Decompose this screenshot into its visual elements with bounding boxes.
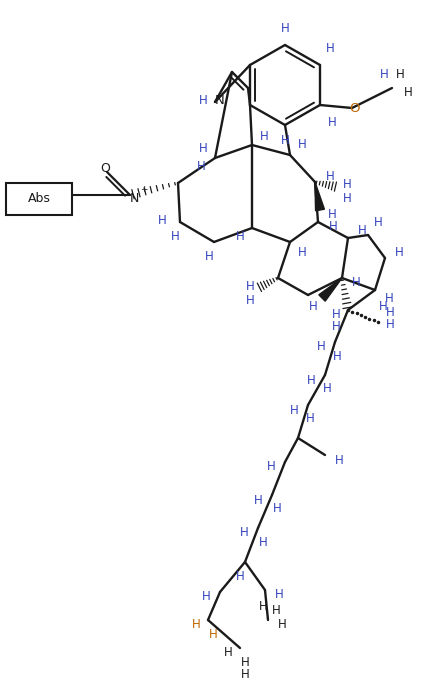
Text: H: H — [332, 349, 341, 362]
Text: H: H — [246, 294, 255, 306]
Text: H: H — [380, 69, 388, 82]
Text: H: H — [290, 403, 299, 416]
Text: O: O — [349, 103, 359, 116]
Text: H: H — [209, 627, 217, 640]
Text: O: O — [100, 162, 110, 175]
Text: Abs: Abs — [28, 193, 50, 206]
Text: H: H — [306, 412, 314, 426]
FancyBboxPatch shape — [6, 183, 72, 215]
Text: H: H — [317, 340, 325, 353]
Text: H: H — [323, 383, 332, 396]
Text: H: H — [197, 159, 206, 173]
Text: H: H — [386, 306, 394, 319]
Text: H: H — [374, 216, 382, 229]
Text: H: H — [198, 141, 207, 155]
Text: H: H — [224, 647, 232, 660]
Text: H: H — [379, 299, 388, 313]
Text: H: H — [395, 247, 403, 259]
Text: H: H — [275, 588, 283, 602]
Polygon shape — [319, 278, 342, 301]
Text: H: H — [205, 249, 213, 263]
Text: H: H — [352, 277, 360, 290]
Text: H: H — [259, 130, 268, 143]
Text: H: H — [198, 94, 207, 107]
Text: H: H — [273, 502, 281, 516]
Text: H: H — [343, 191, 352, 204]
Text: N: N — [215, 94, 225, 107]
Text: H: H — [358, 224, 366, 236]
Text: H: H — [202, 590, 210, 604]
Text: H: H — [343, 179, 352, 191]
Text: H: H — [326, 170, 334, 184]
Text: H: H — [386, 317, 394, 331]
Text: H: H — [298, 245, 306, 258]
Text: H: H — [241, 656, 249, 669]
Text: H: H — [259, 536, 267, 548]
Text: H: H — [328, 220, 337, 234]
Text: H: H — [267, 461, 275, 473]
Text: H: H — [396, 69, 405, 82]
Text: H: H — [170, 229, 179, 243]
Text: H: H — [309, 301, 317, 313]
Text: H: H — [332, 308, 340, 320]
Text: H: H — [328, 116, 336, 128]
Text: H: H — [235, 229, 244, 243]
Text: N: N — [129, 193, 139, 206]
Text: H: H — [158, 213, 166, 227]
Text: H: H — [246, 279, 255, 292]
Text: H: H — [254, 493, 263, 507]
Text: H: H — [298, 139, 306, 152]
Text: H: H — [239, 527, 248, 539]
Text: H: H — [281, 134, 289, 146]
Polygon shape — [315, 182, 324, 211]
Text: +: + — [140, 185, 147, 194]
Text: H: H — [235, 570, 244, 583]
Text: H: H — [271, 604, 280, 617]
Text: H: H — [307, 374, 316, 387]
Text: H: H — [328, 207, 336, 220]
Text: H: H — [192, 618, 200, 631]
Text: H: H — [332, 319, 340, 333]
Text: H: H — [281, 21, 289, 35]
Text: H: H — [384, 292, 393, 304]
Text: H: H — [335, 453, 344, 466]
Text: H: H — [326, 42, 334, 55]
Text: H: H — [278, 618, 287, 631]
Text: H: H — [241, 667, 249, 681]
Text: H: H — [259, 599, 267, 613]
Text: H: H — [404, 87, 413, 100]
